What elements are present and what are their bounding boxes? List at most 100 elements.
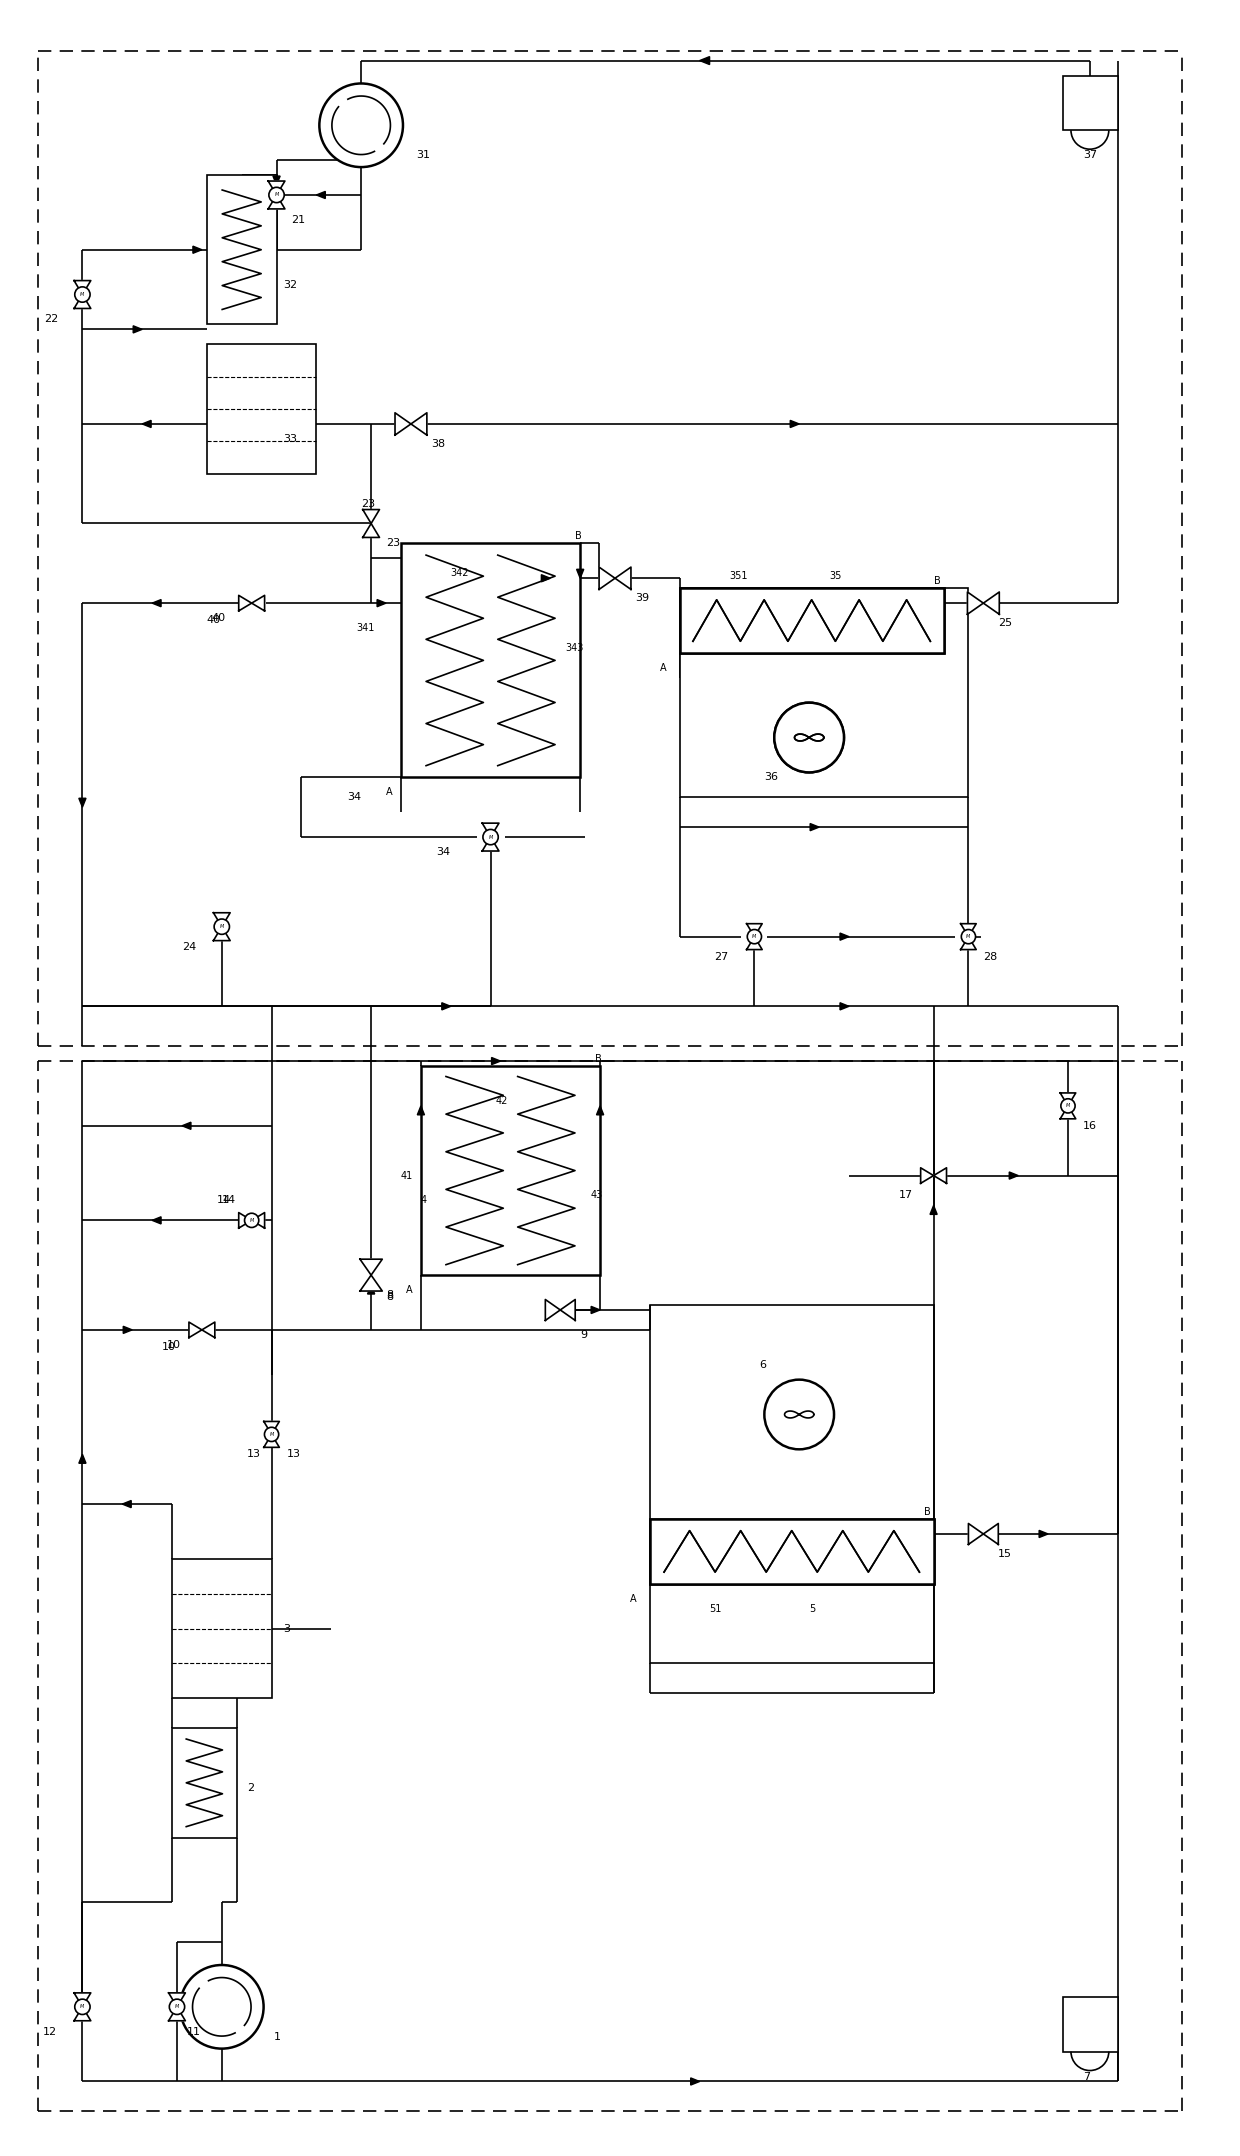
Text: 34: 34 (347, 791, 361, 802)
Polygon shape (410, 412, 427, 436)
Polygon shape (143, 420, 151, 427)
Polygon shape (746, 923, 763, 936)
Polygon shape (153, 599, 161, 606)
Text: 5: 5 (810, 1604, 816, 1613)
Polygon shape (596, 1106, 604, 1115)
Polygon shape (182, 1123, 191, 1130)
Polygon shape (363, 524, 379, 537)
Polygon shape (615, 567, 631, 589)
Polygon shape (839, 1003, 849, 1009)
Text: M: M (269, 1432, 274, 1436)
Polygon shape (239, 1212, 252, 1229)
Polygon shape (74, 295, 91, 308)
Text: 21: 21 (291, 216, 305, 224)
Polygon shape (1060, 1093, 1076, 1106)
Polygon shape (983, 1524, 998, 1544)
Polygon shape (967, 593, 983, 614)
Polygon shape (252, 595, 264, 610)
Text: 42: 42 (496, 1095, 508, 1106)
Text: A: A (630, 1593, 636, 1604)
Bar (680, 589, 944, 653)
Text: M: M (81, 291, 84, 298)
Polygon shape (169, 1992, 185, 2007)
Text: 38: 38 (430, 440, 445, 448)
Circle shape (748, 929, 761, 944)
Text: 351: 351 (729, 571, 748, 582)
Circle shape (74, 287, 91, 302)
Polygon shape (418, 1106, 424, 1115)
Polygon shape (74, 280, 91, 295)
Bar (1063, 1996, 1117, 2053)
Text: 342: 342 (451, 569, 469, 578)
Polygon shape (968, 1524, 983, 1544)
Text: 51: 51 (709, 1604, 722, 1613)
Bar (401, 543, 580, 778)
Circle shape (269, 188, 284, 203)
Circle shape (961, 929, 976, 944)
Polygon shape (1060, 1106, 1076, 1119)
Text: 14: 14 (222, 1194, 236, 1205)
Text: 4: 4 (420, 1194, 427, 1205)
Polygon shape (360, 1259, 382, 1274)
Polygon shape (746, 936, 763, 949)
Polygon shape (934, 1169, 946, 1184)
Text: B: B (924, 1507, 930, 1518)
Polygon shape (74, 2007, 91, 2020)
Polygon shape (560, 1300, 575, 1319)
Text: 31: 31 (415, 151, 430, 160)
Polygon shape (482, 824, 498, 837)
Bar (650, 1520, 934, 1585)
Text: 10: 10 (167, 1339, 181, 1350)
Text: 37: 37 (1083, 151, 1097, 160)
Polygon shape (810, 824, 820, 830)
Polygon shape (202, 1322, 215, 1337)
Bar (207, 345, 316, 474)
Polygon shape (699, 56, 709, 65)
Polygon shape (691, 2078, 699, 2085)
Text: M: M (1066, 1104, 1070, 1108)
Polygon shape (363, 509, 379, 524)
Text: 25: 25 (998, 619, 1012, 627)
Text: A: A (660, 662, 666, 673)
Polygon shape (441, 1003, 451, 1009)
Text: 15: 15 (998, 1548, 1012, 1559)
Polygon shape (591, 1307, 600, 1313)
Text: 23: 23 (386, 539, 401, 548)
Polygon shape (930, 1205, 937, 1214)
Text: M: M (219, 925, 224, 929)
Text: 36: 36 (764, 772, 779, 783)
Polygon shape (491, 1056, 501, 1065)
Bar (650, 1520, 934, 1585)
Text: 8: 8 (386, 1291, 393, 1302)
Polygon shape (239, 595, 252, 610)
Polygon shape (213, 927, 231, 940)
Polygon shape (790, 420, 800, 427)
Text: 39: 39 (635, 593, 649, 604)
Polygon shape (482, 837, 498, 852)
Text: 17: 17 (899, 1190, 913, 1201)
Text: 13: 13 (286, 1449, 300, 1460)
Text: M: M (753, 934, 756, 940)
Polygon shape (920, 1169, 934, 1184)
Polygon shape (983, 593, 999, 614)
Polygon shape (396, 412, 410, 436)
Polygon shape (79, 1455, 86, 1464)
Text: 34: 34 (435, 847, 450, 858)
Polygon shape (79, 798, 86, 806)
Text: 2: 2 (247, 1783, 254, 1794)
Text: 32: 32 (284, 280, 298, 289)
Polygon shape (367, 1285, 374, 1294)
Text: A: A (386, 787, 393, 798)
Circle shape (774, 703, 844, 772)
Polygon shape (264, 1421, 279, 1434)
Circle shape (170, 1999, 185, 2014)
Circle shape (215, 918, 229, 934)
Text: 9: 9 (580, 1330, 588, 1339)
Text: M: M (81, 2005, 84, 2009)
Polygon shape (1009, 1173, 1018, 1179)
Text: M: M (966, 934, 971, 940)
Text: 343: 343 (565, 642, 584, 653)
Text: 341: 341 (356, 623, 374, 634)
Circle shape (264, 1427, 279, 1442)
Polygon shape (133, 326, 143, 332)
